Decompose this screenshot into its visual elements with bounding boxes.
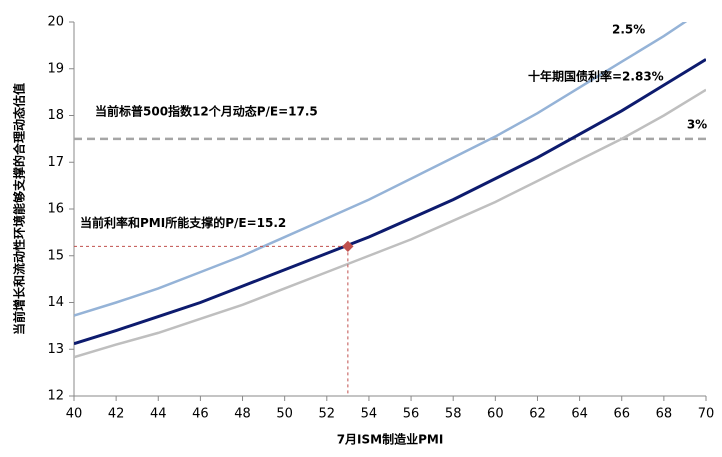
- x-tick-label: 70: [698, 407, 715, 422]
- x-tick-label: 60: [487, 407, 504, 422]
- y-tick-label: 17: [47, 155, 64, 170]
- x-tick-label: 40: [66, 407, 83, 422]
- point-label: 当前利率和PMI所能支撑的P/E=15.2: [80, 215, 286, 230]
- series-line: [74, 22, 688, 317]
- x-tick-label: 48: [234, 407, 251, 422]
- x-tick-label: 44: [150, 407, 167, 422]
- x-tick-label: 42: [108, 407, 125, 422]
- y-tick-label: 15: [47, 248, 64, 263]
- y-tick-label: 20: [47, 15, 64, 30]
- series-label: 3%: [687, 118, 707, 132]
- x-tick-label: 50: [276, 407, 293, 422]
- x-tick-label: 52: [319, 407, 336, 422]
- x-axis-label: 7月ISM制造业PMI: [337, 432, 444, 447]
- series-label: 2.5%: [612, 23, 645, 37]
- x-tick-label: 66: [613, 407, 630, 422]
- x-tick-label: 58: [445, 407, 462, 422]
- reference-label: 当前标普500指数12个月动态P/E=17.5: [95, 103, 318, 118]
- y-tick-label: 18: [47, 108, 64, 123]
- y-tick-label: 12: [47, 389, 64, 404]
- x-tick-label: 54: [361, 407, 378, 422]
- x-tick-label: 64: [571, 407, 588, 422]
- y-tick-label: 19: [47, 61, 64, 76]
- y-tick-label: 13: [47, 342, 64, 357]
- x-tick-label: 56: [403, 407, 420, 422]
- point-marker: [342, 240, 354, 253]
- y-axis-label: 当前增长和流动性环境能够支撑的合理动态估值: [12, 83, 27, 335]
- x-tick-label: 46: [192, 407, 209, 422]
- series-line: [74, 58, 706, 346]
- series-line: [74, 88, 706, 359]
- x-tick-label: 68: [656, 407, 673, 422]
- series-label: 十年期国债利率=2.83%: [528, 69, 664, 84]
- x-tick-label: 62: [529, 407, 546, 422]
- y-tick-label: 14: [47, 295, 64, 310]
- y-tick-label: 16: [47, 202, 64, 217]
